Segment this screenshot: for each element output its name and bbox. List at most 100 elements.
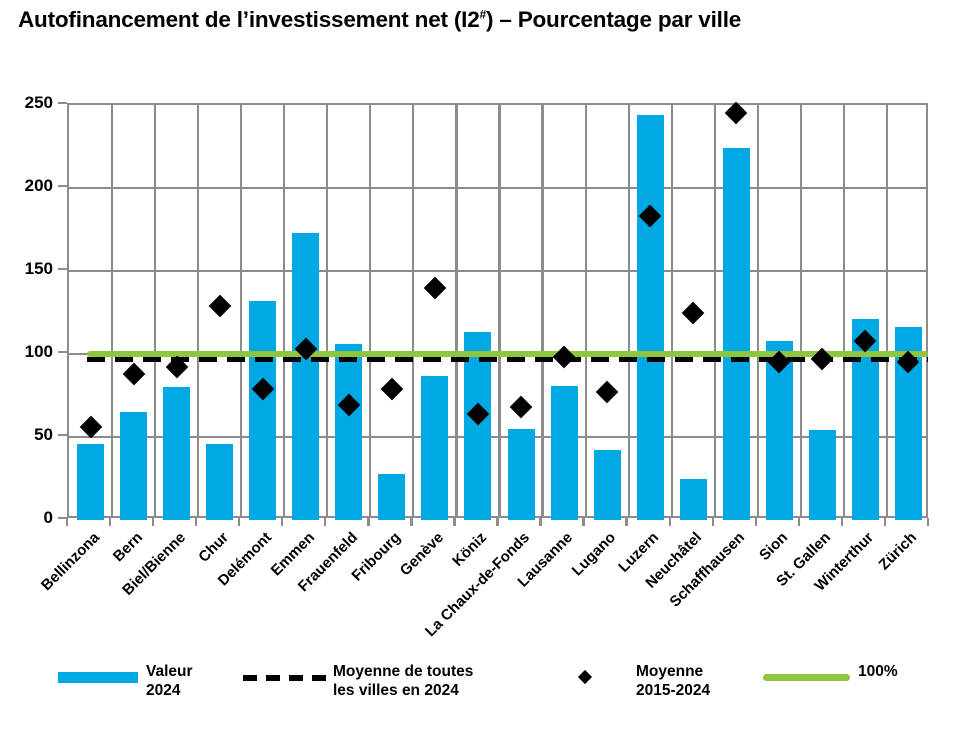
gridline-vertical <box>240 105 243 516</box>
chart-legend: Valeur 2024 Moyenne de toutes les villes… <box>0 655 968 725</box>
diamond-marker <box>509 395 533 419</box>
legend-dashed-line-swatch <box>243 675 328 681</box>
y-axis-tick-label: 200 <box>24 176 53 195</box>
x-axis-tick <box>926 518 930 526</box>
legend-green-line-swatch <box>763 674 850 681</box>
legend-label-line: Valeur <box>146 663 193 680</box>
gridline-horizontal <box>69 435 926 439</box>
bar <box>550 385 578 520</box>
x-axis-tick <box>108 518 112 526</box>
legend-label-line: 2024 <box>146 682 181 699</box>
diamond-marker <box>380 377 404 401</box>
y-axis-tick-label: 100 <box>24 342 53 361</box>
bar <box>120 412 148 520</box>
legend-label-line: Moyenne <box>636 663 704 680</box>
y-axis-tick <box>58 184 67 188</box>
gridline-vertical <box>498 105 501 516</box>
x-axis-tick <box>410 518 413 526</box>
bar <box>378 473 406 520</box>
bar <box>292 232 320 520</box>
gridline-vertical <box>154 105 157 516</box>
gridline-vertical <box>197 105 200 516</box>
bar <box>464 332 492 520</box>
x-axis-tick <box>711 518 714 526</box>
gridline-vertical <box>110 105 114 516</box>
gridline-vertical <box>885 105 889 516</box>
y-axis-tick <box>58 350 67 354</box>
legend-bar-swatch <box>58 672 138 683</box>
gridline-horizontal <box>69 186 926 190</box>
x-axis-tick <box>539 518 542 526</box>
diamond-marker <box>681 301 705 324</box>
diamond-marker <box>595 380 619 404</box>
gridline-vertical <box>283 105 286 516</box>
chart-title-superscript: # <box>479 7 487 22</box>
bar <box>593 450 621 520</box>
x-axis-tick <box>797 518 801 526</box>
legend-diamond-swatch <box>577 669 593 685</box>
gridline-vertical <box>627 105 630 516</box>
x-axis-tick <box>883 518 887 526</box>
x-axis-tick <box>754 518 757 526</box>
diamond-marker <box>423 276 447 299</box>
y-axis-tick <box>58 101 67 105</box>
bar <box>636 114 664 520</box>
bar <box>77 443 105 520</box>
x-axis-tick <box>496 518 499 526</box>
gridline-vertical <box>756 105 759 516</box>
chart-title-text: Autofinancement de l’investissement net … <box>18 7 480 32</box>
gridline-vertical <box>670 105 673 516</box>
diamond-marker <box>122 362 145 386</box>
legend-label-100pct: 100% <box>858 662 898 681</box>
gridline-vertical <box>326 105 329 516</box>
y-axis-tick-label: 50 <box>34 425 53 444</box>
diamond-marker <box>208 294 231 318</box>
bar <box>679 478 707 520</box>
gridline-vertical <box>842 105 845 516</box>
diamond-marker <box>724 101 748 125</box>
x-axis-tick <box>582 518 585 526</box>
y-axis-tick <box>58 433 67 437</box>
chart-title: Autofinancement de l’investissement net … <box>18 6 953 35</box>
gridline-vertical <box>584 105 587 516</box>
x-axis-tick <box>281 518 284 526</box>
gridline-horizontal <box>69 269 926 273</box>
y-axis-tick-label: 150 <box>24 259 53 278</box>
x-axis-tick <box>238 518 241 526</box>
gridline-vertical <box>541 105 544 516</box>
x-axis-tick <box>65 518 69 526</box>
bar <box>421 375 449 520</box>
gridline-vertical <box>799 105 802 516</box>
legend-label-line: Moyenne de toutes <box>333 663 474 680</box>
legend-label-line: 100% <box>858 663 898 680</box>
chart-title-suffix: ) – Pourcentage par ville <box>486 7 742 32</box>
y-axis-tick-label: 250 <box>24 93 53 112</box>
bar <box>808 430 836 520</box>
gridline-vertical <box>713 105 716 516</box>
x-axis-tick <box>151 518 155 526</box>
x-axis-tick <box>194 518 198 526</box>
gridline-vertical <box>412 105 415 516</box>
gridline-vertical <box>455 105 458 516</box>
bar <box>507 428 535 520</box>
green-100-line <box>87 351 928 357</box>
bar <box>335 344 363 520</box>
legend-label-moyenne-periode: Moyenne 2015-2024 <box>636 662 710 700</box>
plot-area <box>67 101 928 520</box>
bar <box>722 148 750 520</box>
x-axis-tick <box>453 518 456 526</box>
x-axis-tick <box>324 518 327 526</box>
bar <box>163 387 191 520</box>
legend-label-line: 2015-2024 <box>636 682 711 699</box>
x-axis-tick <box>367 518 370 526</box>
legend-label-moyenne-villes: Moyenne de toutes les villes en 2024 <box>333 662 473 700</box>
bar <box>249 300 277 520</box>
x-axis-tick <box>840 518 844 526</box>
bar <box>206 443 234 520</box>
gridline-vertical <box>369 105 372 516</box>
y-axis-tick <box>58 267 67 271</box>
diamond-marker <box>552 345 576 369</box>
y-axis-tick-label: 0 <box>43 508 53 527</box>
x-axis-tick <box>668 518 671 526</box>
